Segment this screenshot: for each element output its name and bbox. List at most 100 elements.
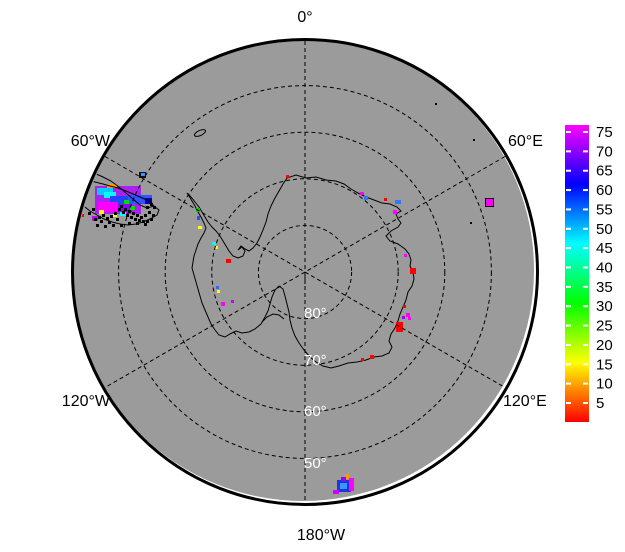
- meridian-label-120W: 120°W: [62, 393, 111, 410]
- coast-speckle: [140, 216, 143, 219]
- ice-patch: [340, 483, 347, 489]
- coast-speckle: [144, 214, 147, 217]
- coastal-marker: [216, 286, 219, 289]
- colorbar-tick-label: 20: [596, 337, 613, 354]
- coast-speckle: [106, 217, 109, 220]
- colorbar-tick-label: 60: [596, 182, 613, 199]
- coast-speckle: [116, 218, 119, 221]
- coast-speckle: [136, 214, 139, 217]
- coast-speckle: [88, 212, 91, 215]
- coast-speckle: [128, 210, 131, 213]
- coast-speckle: [114, 212, 117, 215]
- coastal-marker: [364, 196, 368, 200]
- coast-speckle: [118, 208, 121, 211]
- ice-patch: [98, 202, 118, 212]
- coast-speckle: [124, 208, 127, 211]
- coast-speckle: [104, 225, 107, 228]
- coast-speckle: [102, 214, 105, 217]
- ice-patch: [97, 188, 113, 195]
- coastal-marker: [361, 358, 364, 361]
- meridian-label-120E: 120°E: [503, 393, 547, 410]
- ross-shelf-edge: [261, 313, 285, 323]
- latitude-label-70S: 70°: [304, 352, 327, 369]
- coast-speckle: [144, 223, 147, 226]
- colorbar-tick-label: 75: [596, 124, 613, 141]
- coastal-marker: [212, 242, 216, 245]
- coastal-marker: [470, 222, 472, 224]
- coastal-marker: [370, 355, 374, 359]
- map-boundary-circle: [71, 38, 539, 506]
- colorbar-ticks: [566, 131, 588, 404]
- coastal-marker: [226, 259, 231, 263]
- ice-patch: [128, 195, 152, 204]
- colorbar-tick-label: 25: [596, 318, 613, 335]
- coast-speckle: [150, 203, 153, 206]
- coastal-marker: [393, 210, 397, 214]
- colorbar-tick-label: 35: [596, 279, 613, 296]
- coastal-marker: [408, 317, 411, 320]
- coast-speckle: [128, 222, 131, 225]
- coast-speckle: [110, 215, 113, 218]
- coastal-marker: [410, 268, 416, 274]
- colorbar-tick-label: 65: [596, 163, 613, 180]
- colorbar-labels: 75 70 65 60 55 50 45 40 35 30 25 20 15 10 5: [596, 124, 613, 412]
- coast-speckle: [122, 211, 125, 214]
- coastal-marker: [215, 246, 218, 249]
- ice-patch: [141, 173, 145, 176]
- meridian-label-180W: 180°W: [297, 527, 346, 544]
- colorbar-tick-label: 50: [596, 221, 613, 238]
- colorbar-tick-label: 5: [596, 395, 604, 412]
- coast-speckle: [100, 220, 103, 223]
- map-ocean-disk: [72, 39, 534, 501]
- latitude-label-80S: 80°: [304, 305, 327, 322]
- colorbar-tick-label: 30: [596, 298, 613, 315]
- south-georgia-island: [193, 129, 207, 137]
- coastal-marker: [406, 313, 410, 317]
- ice-patch: [110, 196, 128, 205]
- parallel-70S: [211, 178, 399, 366]
- coast-speckle: [132, 212, 135, 215]
- coastal-marker: [197, 216, 200, 220]
- ice-patch: [130, 206, 135, 210]
- colorbar-tick-label: 10: [596, 376, 613, 393]
- coast-speckle: [120, 224, 123, 227]
- coastal-marker: [435, 103, 437, 105]
- coast-speckle: [96, 224, 99, 227]
- ice-patch: [345, 474, 349, 479]
- coast-speckle: [120, 205, 123, 208]
- coastal-marker: [286, 175, 289, 178]
- colorbar-tick-label: 70: [596, 143, 613, 160]
- ice-patch: [349, 478, 354, 491]
- coast-speckle: [153, 206, 156, 209]
- coastal-marker: [404, 254, 407, 257]
- colorbar-tick-label: 55: [596, 201, 613, 218]
- coast-speckle: [130, 216, 133, 219]
- meridian-label-60E: 60°E: [508, 133, 543, 150]
- coastal-marker: [395, 200, 401, 204]
- coastal-marker: [217, 290, 220, 293]
- ice-patch: [104, 192, 116, 198]
- colorbar-tick-label: 40: [596, 259, 613, 276]
- latitude-label-50S: 50°: [304, 455, 327, 472]
- coastal-marker: [360, 192, 364, 195]
- coastal-marker: [384, 198, 387, 201]
- coast-speckle: [94, 218, 97, 221]
- meridian-label-0: 0°: [297, 9, 312, 26]
- ice-patch: [333, 490, 339, 494]
- colorbar-gradient: [565, 125, 589, 422]
- coast-speckle: [108, 221, 111, 224]
- meridian-label-60W: 60°W: [71, 133, 111, 150]
- ice-patch: [99, 210, 104, 214]
- coast-speckle: [148, 211, 151, 214]
- coast-speckle: [152, 214, 155, 217]
- ice-concentration-patches: [80, 172, 494, 494]
- colorbar-tick-label: 45: [596, 240, 613, 257]
- coast-speckle: [146, 220, 149, 223]
- coastal-marker: [198, 226, 202, 229]
- ice-patch: [124, 200, 129, 204]
- coast-speckle: [134, 218, 137, 221]
- coastal-marker: [396, 322, 403, 332]
- coast-speckle: [126, 214, 129, 217]
- coastal-marker: [221, 302, 225, 306]
